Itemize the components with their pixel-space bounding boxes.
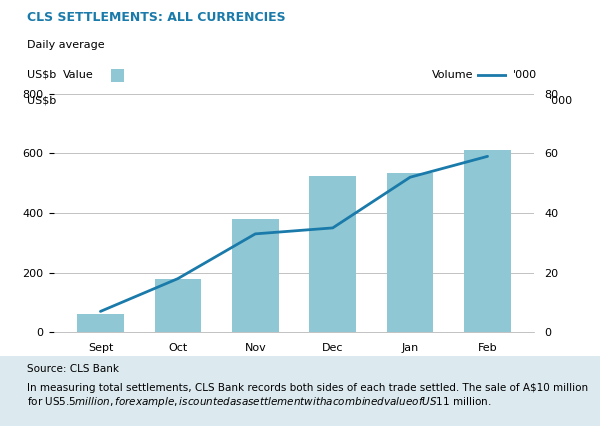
- Text: CLS SETTLEMENTS: ALL CURRENCIES: CLS SETTLEMENTS: ALL CURRENCIES: [27, 11, 286, 24]
- Text: '000: '000: [513, 69, 537, 80]
- Bar: [155, 279, 201, 332]
- Bar: [77, 314, 124, 332]
- Text: '000: '000: [549, 96, 573, 106]
- Text: Daily average: Daily average: [27, 40, 104, 50]
- Text: US$b: US$b: [27, 96, 56, 106]
- Text: Volume: Volume: [432, 69, 473, 80]
- Bar: [232, 219, 278, 332]
- Text: 2003: 2003: [396, 363, 424, 372]
- Bar: [387, 173, 433, 332]
- Text: In measuring total settlements, CLS Bank records both sides of each trade settle: In measuring total settlements, CLS Bank…: [27, 383, 588, 409]
- Bar: [310, 176, 356, 332]
- Text: Value: Value: [63, 69, 94, 80]
- Bar: [464, 150, 511, 332]
- Text: US$b: US$b: [27, 69, 56, 80]
- Text: 2002: 2002: [202, 363, 231, 372]
- Text: Source: CLS Bank: Source: CLS Bank: [27, 364, 119, 374]
